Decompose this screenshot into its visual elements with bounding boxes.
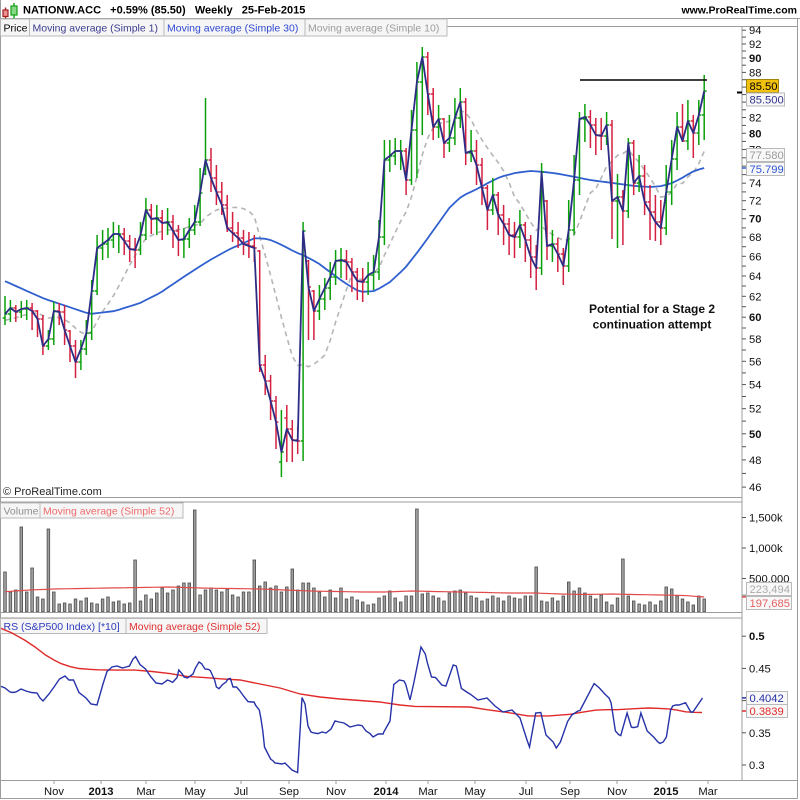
- svg-text:82: 82: [749, 113, 761, 125]
- svg-text:Sep: Sep: [279, 786, 299, 798]
- svg-text:2015: 2015: [654, 786, 679, 798]
- svg-text:72: 72: [749, 196, 761, 208]
- svg-text:62: 62: [749, 291, 761, 303]
- svg-text:75.799: 75.799: [750, 164, 784, 176]
- svg-text:197,685: 197,685: [750, 598, 790, 610]
- svg-text:© ProRealTime.com: © ProRealTime.com: [3, 486, 102, 498]
- svg-text:Nov: Nov: [326, 786, 346, 798]
- svg-text:Mar: Mar: [418, 786, 438, 798]
- svg-text:1,500k: 1,500k: [749, 513, 783, 525]
- svg-text:Mar: Mar: [698, 786, 718, 798]
- svg-text:Price: Price: [4, 23, 28, 35]
- svg-text:85.500: 85.500: [750, 95, 784, 107]
- svg-text:www.ProRealTime.com: www.ProRealTime.com: [680, 5, 797, 17]
- svg-text:64: 64: [749, 271, 761, 283]
- svg-text:Moving average (Simple 52): Moving average (Simple 52): [43, 506, 174, 518]
- svg-text:1,000k: 1,000k: [749, 543, 783, 555]
- svg-text:0.45: 0.45: [749, 663, 771, 675]
- svg-text:77.580: 77.580: [750, 150, 784, 162]
- svg-text:0.35: 0.35: [749, 728, 771, 740]
- svg-text:46: 46: [749, 482, 761, 494]
- svg-text:Sep: Sep: [560, 786, 580, 798]
- svg-text:Moving average (Simple 52): Moving average (Simple 52): [129, 621, 260, 633]
- svg-text:Moving average (Simple 10): Moving average (Simple 10): [308, 23, 439, 35]
- svg-text:0.3: 0.3: [749, 760, 765, 772]
- svg-text:92: 92: [749, 39, 761, 51]
- svg-text:May: May: [184, 786, 206, 798]
- svg-text:223,494: 223,494: [750, 584, 790, 596]
- svg-text:74: 74: [749, 178, 761, 190]
- svg-text:NATIONW.ACC +0.59% (85.50): NATIONW.ACC +0.59% (85.50) Weekly 25-Feb…: [23, 5, 305, 17]
- svg-text:48: 48: [749, 455, 761, 467]
- svg-text:Nov: Nov: [607, 786, 627, 798]
- svg-text:Mar: Mar: [136, 786, 156, 798]
- svg-text:Jul: Jul: [234, 786, 248, 798]
- svg-text:Moving average (Simple 1): Moving average (Simple 1): [33, 23, 158, 35]
- svg-text:60: 60: [749, 312, 761, 324]
- svg-text:56: 56: [749, 356, 761, 368]
- svg-text:58: 58: [749, 334, 761, 346]
- svg-text:continuation attempt: continuation attempt: [593, 318, 712, 332]
- svg-text:52: 52: [749, 404, 761, 416]
- svg-text:RS (S&P500 Index) [*10]: RS (S&P500 Index) [*10]: [4, 621, 120, 633]
- svg-text:Volume: Volume: [4, 506, 39, 518]
- svg-text:0.3839: 0.3839: [750, 706, 784, 718]
- svg-text:Potential for a Stage 2: Potential for a Stage 2: [589, 302, 715, 316]
- svg-text:90: 90: [749, 53, 761, 65]
- svg-text:80: 80: [749, 128, 761, 140]
- svg-text:0.5: 0.5: [749, 631, 765, 643]
- svg-text:Moving average (Simple 30): Moving average (Simple 30): [167, 23, 298, 35]
- svg-text:May: May: [464, 786, 486, 798]
- svg-text:88: 88: [749, 67, 761, 79]
- svg-text:50: 50: [749, 429, 761, 441]
- svg-text:2014: 2014: [374, 786, 400, 798]
- svg-text:85.50: 85.50: [750, 81, 778, 93]
- svg-text:68: 68: [749, 232, 761, 244]
- svg-text:Nov: Nov: [44, 786, 64, 798]
- svg-text:0.4042: 0.4042: [750, 693, 784, 705]
- svg-text:2013: 2013: [89, 786, 114, 798]
- svg-text:Jul: Jul: [519, 786, 533, 798]
- svg-text:94: 94: [749, 25, 761, 37]
- svg-text:66: 66: [749, 251, 761, 263]
- svg-text:70: 70: [749, 214, 761, 226]
- svg-text:54: 54: [749, 380, 761, 392]
